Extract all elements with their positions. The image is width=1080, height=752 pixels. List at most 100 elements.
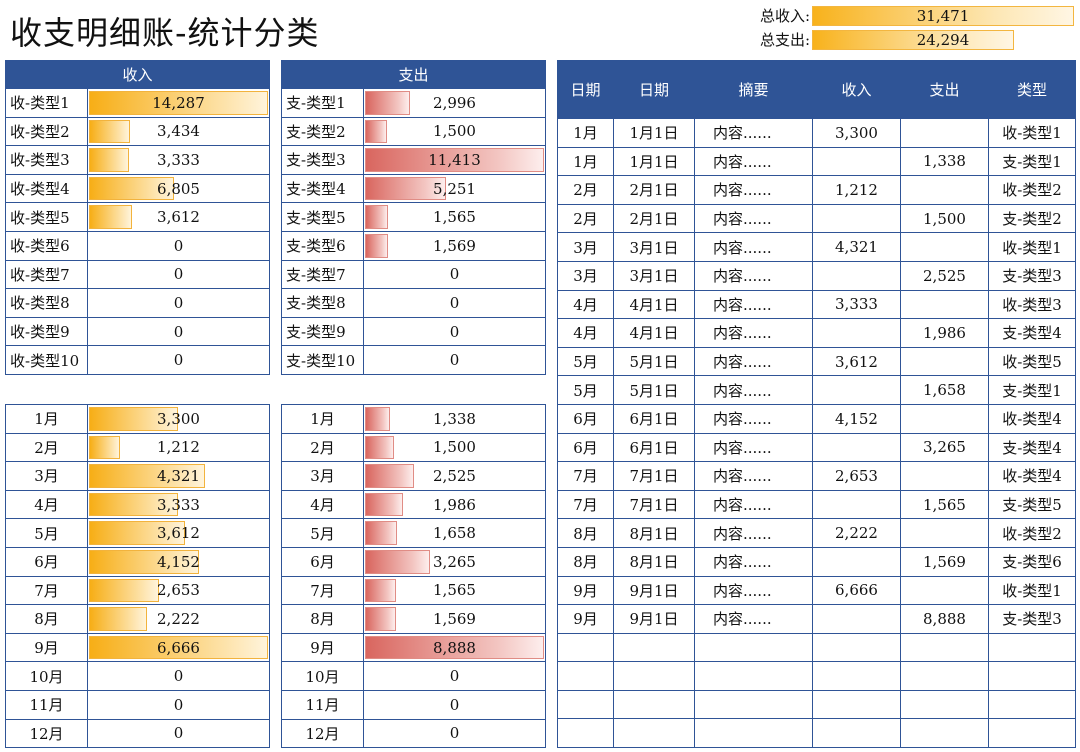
total-income-label: 总收入:	[759, 7, 810, 25]
month-cell: 3月	[557, 232, 614, 262]
income-category-value: 0	[173, 236, 184, 255]
expense-category-value-cell: 11,413	[362, 145, 547, 175]
income-category-row: 收-类型6 0	[5, 230, 271, 261]
type-cell: 支-类型2	[988, 203, 1076, 234]
month-cell: 2月	[557, 175, 614, 205]
date-cell	[613, 689, 695, 720]
income-month-row: 8月 2,222	[5, 604, 270, 634]
income-month-row: 1月 3,300	[5, 404, 270, 434]
expense-month-value: 0	[449, 667, 460, 686]
income-month-row: 2月 1,212	[5, 432, 270, 463]
table-row: 7月 7月1日 内容...... 1,565 支-类型5	[557, 489, 1076, 520]
income-category-data-bar	[89, 205, 133, 229]
income-category-value: 0	[173, 293, 184, 312]
expense-month-data-bar	[365, 521, 398, 545]
expense-month-label: 7月	[281, 575, 364, 606]
income-month-row: 3月 4,321	[5, 461, 270, 491]
income-month-data-bar	[89, 521, 185, 545]
expense-category-data-bar	[365, 148, 545, 172]
income-category-value: 6,805	[157, 179, 200, 198]
expense-month-row: 4月 1,986	[281, 489, 546, 520]
type-cell: 收-类型3	[988, 289, 1076, 320]
table-row: 2月 2月1日 内容...... 1,500 支-类型2	[557, 203, 1076, 234]
date-cell: 9月1日	[613, 604, 695, 634]
expense-month-value: 0	[449, 724, 460, 743]
expense-month-row: 12月 0	[281, 718, 546, 749]
expense-month-label: 10月	[281, 661, 364, 691]
income-category-table: 收入 收-类型1 14,287 收-类型2 3,434 收-类型3 3,333 收-类型4 6…	[4, 60, 271, 375]
expense-cell: 1,338	[900, 146, 989, 177]
expense-category-data-bar	[365, 119, 387, 144]
total-income-bar	[812, 6, 1074, 26]
expense-category-row: 支-类型2 1,500	[281, 116, 547, 147]
expense-category-data-bar	[365, 233, 389, 258]
expense-category-value: 2,996	[433, 93, 476, 112]
type-cell: 收-类型2	[988, 175, 1076, 205]
income-category-label: 收-类型9	[5, 316, 88, 347]
table-row: 4月 4月1日 内容...... 1,986 支-类型4	[557, 318, 1076, 348]
income-category-row: 收-类型3 3,333	[5, 145, 271, 175]
income-month-value-cell: 0	[87, 718, 270, 749]
date-column-header: 日期	[613, 60, 695, 119]
income-month-data-bar	[89, 549, 200, 574]
income-category-value-cell: 3,434	[86, 116, 271, 147]
expense-month-data-bar	[365, 635, 544, 660]
ledger-detail-table: 日期 日期 摘要 收入 支出 类型 1月 1月1日 内容...... 3,300 收-类型1 1月 1…	[557, 60, 1076, 749]
expense-category-value-cell: 1,565	[362, 202, 547, 232]
expense-cell	[900, 575, 989, 606]
expense-cell	[900, 461, 989, 491]
expense-month-row: 5月 1,658	[281, 518, 546, 548]
income-cell	[812, 318, 901, 348]
income-month-value: 3,333	[157, 495, 200, 514]
expense-month-value-cell: 2,525	[363, 461, 546, 491]
expense-category-value: 0	[449, 265, 460, 284]
table-row: 7月 7月1日 内容...... 2,653 收-类型4	[557, 461, 1076, 491]
income-month-row: 6月 4,152	[5, 546, 270, 577]
expense-category-value: 11,413	[428, 150, 481, 169]
expense-cell	[900, 632, 989, 663]
month-cell: 7月	[557, 489, 614, 520]
expense-category-header: 支出	[280, 60, 547, 89]
expense-cell	[900, 289, 989, 320]
summary-cell	[694, 689, 813, 720]
month-cell: 8月	[557, 518, 614, 548]
expense-month-data-bar	[365, 578, 396, 603]
date-cell: 5月1日	[613, 375, 695, 405]
income-month-value-cell: 2,222	[87, 604, 270, 634]
income-category-label: 收-类型3	[5, 145, 88, 175]
expense-cell	[900, 346, 989, 377]
income-month-value: 0	[173, 667, 184, 686]
summary-cell	[694, 661, 813, 691]
expense-month-value-cell: 1,500	[363, 432, 546, 463]
income-month-data-bar	[89, 492, 178, 517]
date-cell: 6月1日	[613, 432, 695, 463]
income-cell: 2,222	[812, 518, 901, 548]
date-cell: 4月1日	[613, 318, 695, 348]
expense-category-label: 支-类型4	[281, 173, 364, 204]
income-cell: 4,152	[812, 403, 901, 434]
expense-cell	[900, 118, 989, 148]
month-column-header: 日期	[557, 60, 614, 119]
income-month-value-cell: 0	[87, 661, 270, 691]
expense-category-value: 0	[449, 293, 460, 312]
income-cell	[812, 546, 901, 577]
expense-month-value-cell: 0	[363, 718, 546, 749]
expense-month-label: 11月	[281, 689, 364, 720]
month-cell	[557, 718, 614, 749]
summary-cell: 内容......	[694, 318, 813, 348]
income-category-value-cell: 0	[86, 288, 271, 318]
income-category-label: 收-类型7	[5, 259, 88, 290]
income-cell	[812, 632, 901, 663]
expense-category-value-cell: 0	[362, 345, 547, 375]
expense-month-label: 9月	[281, 632, 364, 663]
month-cell: 4月	[557, 318, 614, 348]
table-row: 3月 3月1日 内容...... 4,321 收-类型1	[557, 232, 1076, 262]
month-cell: 9月	[557, 604, 614, 634]
date-cell: 2月1日	[613, 203, 695, 234]
month-cell: 5月	[557, 346, 614, 377]
expense-month-data-bar	[365, 464, 414, 488]
expense-month-value: 1,565	[433, 581, 476, 600]
expense-category-value-cell: 0	[362, 288, 547, 318]
income-month-label: 5月	[5, 518, 88, 548]
type-cell: 收-类型2	[988, 518, 1076, 548]
